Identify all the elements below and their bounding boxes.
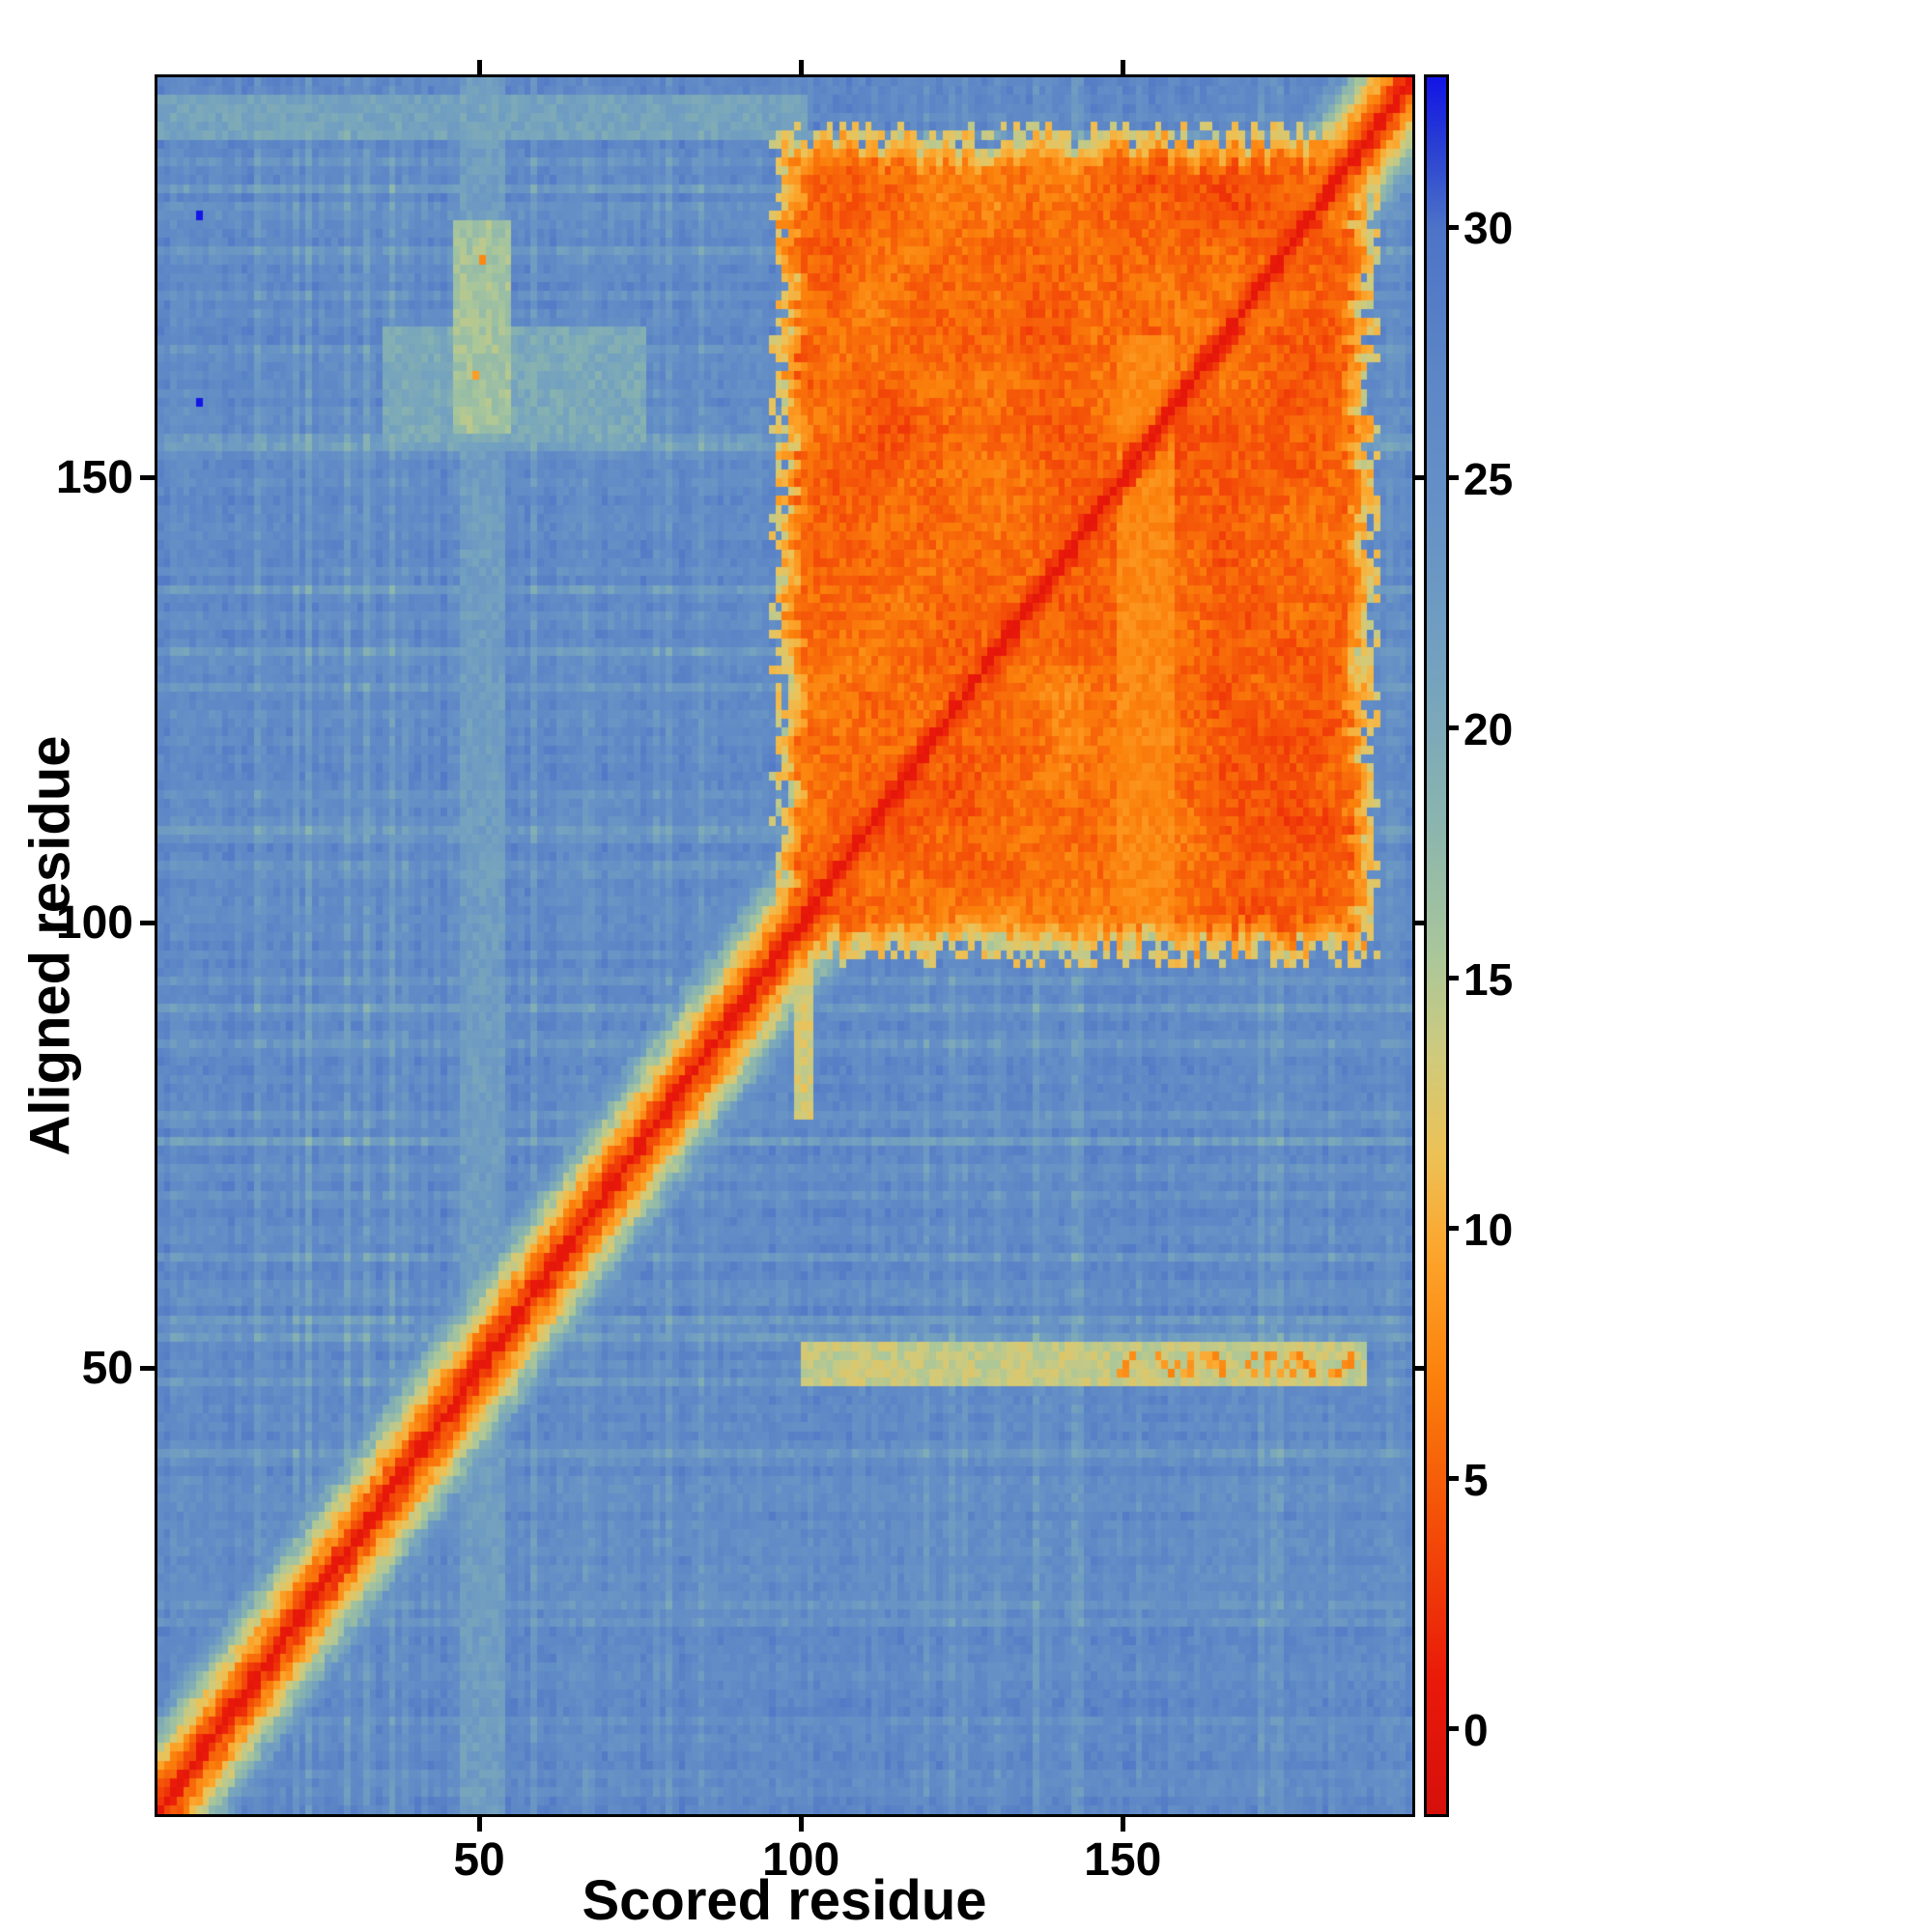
heatmap-canvas [157, 77, 1412, 1814]
y-tick-mark [140, 475, 155, 481]
x-tick-label: 100 [762, 1834, 840, 1886]
y-axis-label: Aligned residue [18, 735, 82, 1156]
y-tick-mark [1415, 475, 1425, 481]
colorbar-tick-label: 20 [1463, 703, 1514, 754]
x-tick-label: 150 [1084, 1834, 1162, 1886]
y-tick-label: 50 [81, 1342, 133, 1394]
colorbar-tick-mark [1449, 475, 1459, 481]
colorbar-tick-mark [1449, 224, 1459, 230]
colorbar-tick-label: 5 [1463, 1454, 1489, 1505]
y-tick-mark [1415, 921, 1425, 926]
colorbar-tick-label: 15 [1463, 953, 1514, 1005]
colorbar-tick-mark [1449, 1726, 1459, 1732]
x-tick-mark [476, 60, 482, 74]
colorbar-gradient [1427, 77, 1446, 1814]
x-tick-label: 50 [453, 1834, 505, 1886]
colorbar-tick-mark [1449, 1476, 1459, 1482]
y-tick-label: 150 [55, 451, 133, 503]
x-tick-mark [1120, 60, 1125, 74]
x-tick-mark [476, 1817, 482, 1832]
y-tick-mark [140, 1366, 155, 1372]
colorbar-tick-mark [1449, 725, 1459, 731]
x-axis-label: Scored residue [582, 1869, 987, 1932]
x-tick-mark [1120, 1817, 1125, 1832]
y-tick-mark [1415, 1366, 1425, 1372]
x-tick-mark [798, 60, 804, 74]
colorbar-tick-label: 10 [1463, 1204, 1514, 1255]
colorbar-tick-label: 0 [1463, 1704, 1489, 1755]
y-tick-label: 100 [55, 896, 133, 949]
x-tick-mark [798, 1817, 804, 1832]
colorbar-tick-mark [1449, 1226, 1459, 1232]
colorbar-tick-label: 30 [1463, 203, 1514, 254]
colorbar-tick-label: 25 [1463, 453, 1514, 504]
colorbar-tick-mark [1449, 976, 1459, 981]
y-tick-mark [140, 921, 155, 926]
